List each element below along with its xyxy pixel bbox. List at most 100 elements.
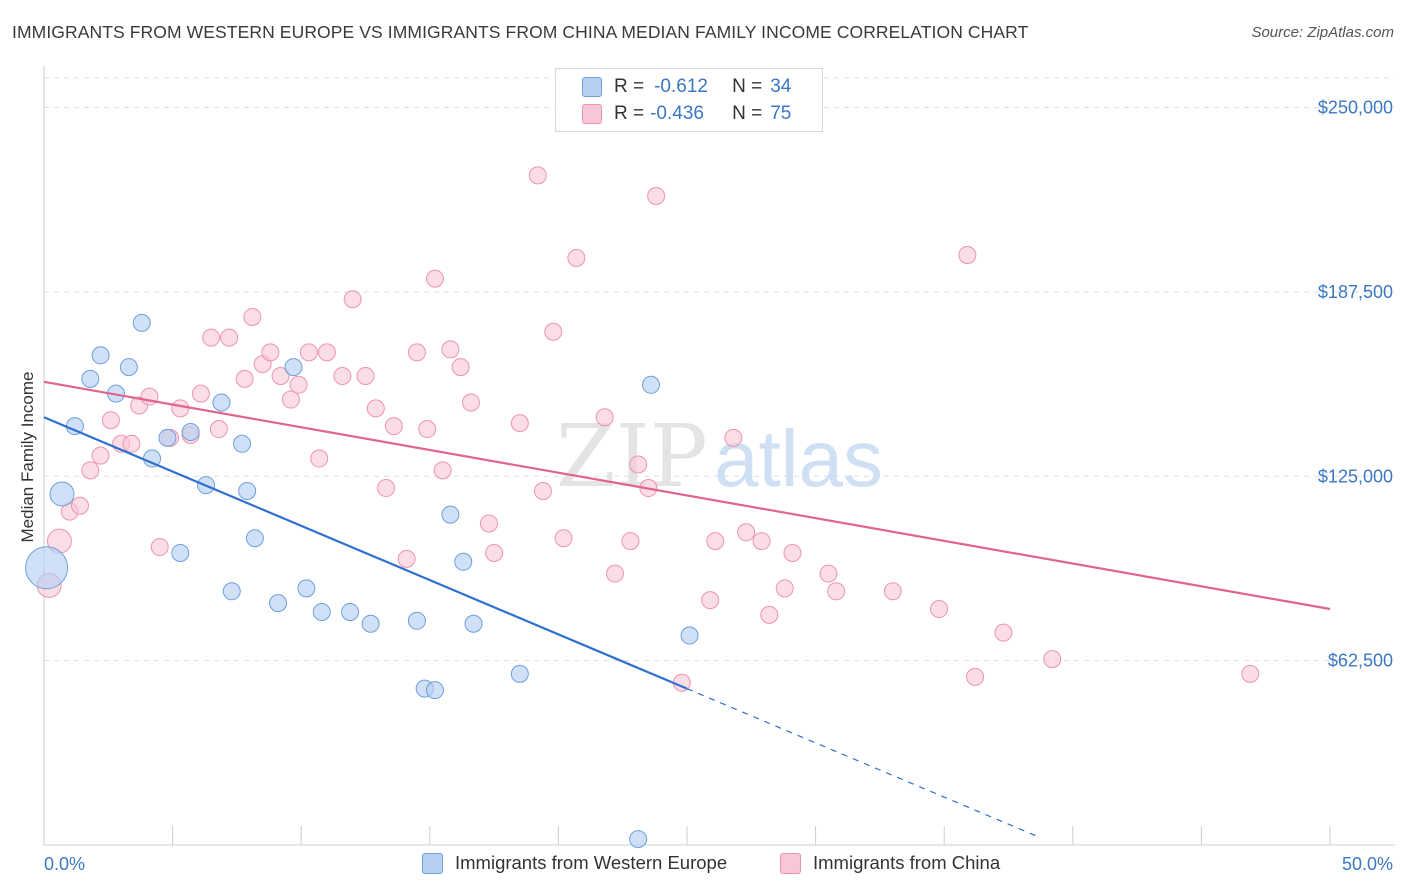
western-europe-point (25, 546, 69, 590)
trend-line-china (43, 380, 1331, 611)
china-point (433, 461, 452, 480)
china-point (595, 408, 614, 427)
western-europe-point (158, 428, 177, 447)
y-tick-label: $250,000 (1318, 98, 1393, 118)
china-point (775, 579, 794, 598)
china-point (425, 269, 444, 288)
china-point (701, 591, 720, 610)
china-point (366, 399, 385, 418)
legend-n-value: 75 (770, 103, 792, 124)
western-europe-point (49, 481, 75, 507)
china-point (760, 605, 779, 624)
x-tick-label: 50.0% (1342, 854, 1393, 874)
trend-lines (43, 380, 1331, 837)
western-europe-point (441, 505, 460, 524)
china-point (883, 582, 902, 601)
legend-item-china: Immigrants from China (780, 852, 1000, 874)
western-europe-point (233, 434, 252, 453)
china-point (621, 532, 640, 551)
china-point (783, 543, 802, 562)
watermark-zip: ZIP (556, 407, 708, 507)
legend-swatch-pink (582, 104, 602, 124)
gridlines (44, 77, 1395, 662)
x-tick-label: 0.0% (44, 854, 85, 874)
western-europe-point (91, 346, 110, 365)
china-point (333, 366, 352, 385)
legend-r-label: R = (614, 76, 645, 97)
china-point (485, 543, 504, 562)
legend-n-label: N = (732, 76, 763, 97)
western-europe-point (245, 529, 264, 548)
y-axis-title: Median Family Income (18, 371, 37, 542)
legend-r-value: -0.436 (650, 103, 704, 124)
western-europe-point (510, 664, 529, 683)
china-point (533, 482, 552, 500)
china-point (191, 384, 210, 403)
legend-r-value: -0.612 (654, 76, 708, 97)
legend-n-label: N = (732, 103, 763, 124)
china-point (209, 420, 228, 439)
series-legend: Immigrants from Western Europe Immigrant… (0, 852, 1406, 878)
western-europe-point (680, 626, 699, 645)
western-europe-point (222, 582, 241, 601)
china-point (605, 564, 624, 583)
china-point (418, 420, 437, 439)
china-point (271, 366, 290, 385)
legend-swatch-pink (780, 852, 801, 874)
y-tick-label: $62,500 (1328, 651, 1393, 671)
western-europe-point (629, 830, 648, 849)
china-point (377, 479, 396, 498)
legend-label-western-europe: Immigrants from Western Europe (455, 852, 728, 873)
legend-swatch-blue (422, 852, 443, 874)
china-point (243, 307, 262, 326)
china-point (202, 328, 221, 347)
china-point (567, 248, 586, 267)
china-point (752, 532, 771, 551)
watermark-atlas: atlas (714, 414, 883, 503)
china-point (461, 393, 480, 412)
western-europe-point (341, 602, 360, 621)
legend-swatch-blue (582, 77, 602, 97)
china-point (510, 414, 529, 433)
western-europe-point (361, 614, 380, 633)
western-europe-point (464, 614, 483, 633)
china-point (1043, 650, 1062, 669)
axis-labels: $62,500 $125,000 $187,500 $250,000 0.0% 50.0%… (18, 98, 1393, 875)
legend-row-china: R = -0.436 N = 75 (582, 102, 791, 126)
china-point (281, 390, 300, 409)
china-point (299, 343, 318, 362)
china-point (317, 343, 336, 362)
china-point (827, 582, 846, 601)
series-western-europe-points (25, 313, 699, 849)
y-tick-label: $125,000 (1318, 466, 1393, 486)
china-point (71, 496, 90, 515)
western-europe-point (284, 358, 303, 377)
china-point (397, 549, 416, 568)
legend-r-label: R = (614, 103, 645, 124)
western-europe-point (181, 423, 200, 441)
china-point (81, 461, 100, 480)
china-point (706, 532, 725, 551)
legend-item-western-europe: Immigrants from Western Europe (422, 852, 727, 874)
china-point (235, 369, 254, 388)
western-europe-point (81, 369, 100, 388)
china-point (819, 564, 838, 583)
china-point (91, 446, 110, 465)
china-point (479, 514, 498, 533)
western-europe-point (312, 602, 331, 621)
stats-legend: R = -0.612 N = 34 R = -0.436 N = 75 (555, 68, 823, 132)
axes (43, 66, 1395, 846)
china-point (441, 340, 460, 359)
china-point (958, 246, 977, 264)
china-point (528, 166, 547, 185)
western-europe-point (132, 313, 151, 332)
china-point (310, 449, 329, 468)
china-point (544, 322, 563, 341)
china-point (261, 343, 280, 362)
china-point (343, 290, 362, 309)
china-point (930, 600, 949, 618)
china-point (289, 375, 308, 394)
china-point (737, 523, 756, 542)
china-point (150, 538, 169, 557)
western-europe-point (641, 375, 660, 394)
